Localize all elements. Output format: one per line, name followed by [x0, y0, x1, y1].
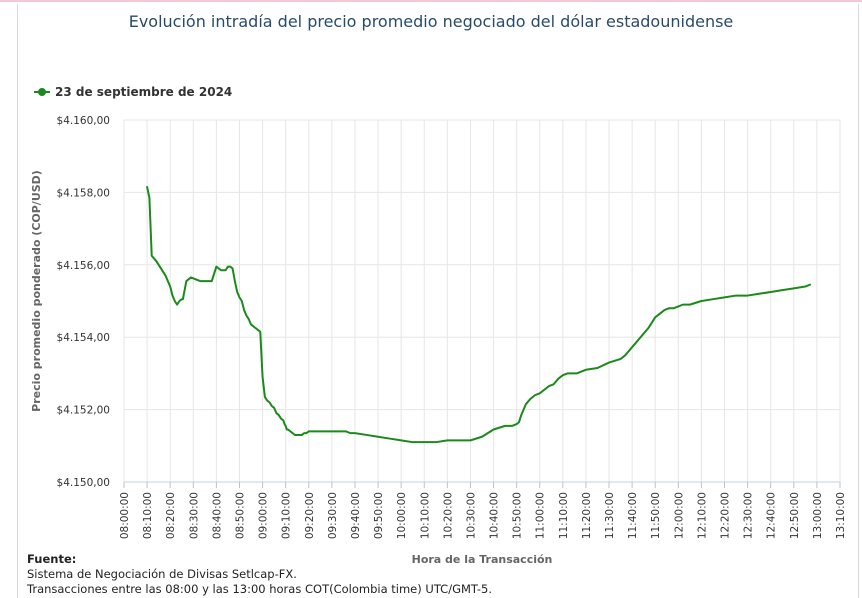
x-tick-label: 11:00:00 [535, 492, 547, 539]
footer-source-label: Fuente: [27, 552, 77, 566]
x-tick-label: 11:50:00 [650, 492, 662, 539]
legend[interactable]: 23 de septiembre de 2024 [34, 85, 232, 99]
footer-source-line: Sistema de Negociación de Divisas Setlca… [27, 567, 297, 581]
legend-marker-icon [34, 87, 50, 97]
legend-label: 23 de septiembre de 2024 [55, 85, 233, 99]
x-tick-label: 10:00:00 [396, 492, 408, 539]
y-tick-label: $4.152,00 [57, 405, 110, 417]
x-tick-label: 13:10:00 [835, 492, 847, 539]
x-tick-label: 12:30:00 [743, 492, 755, 539]
footer: Fuente: Sistema de Negociación de Divisa… [27, 552, 492, 597]
x-tick-label: 11:20:00 [581, 492, 593, 539]
chart-frame [17, 4, 859, 598]
footer-hours-line: Transacciones entre las 08:00 y las 13:0… [27, 582, 492, 596]
x-tick-label: 12:00:00 [673, 492, 685, 539]
x-tick-label: 11:30:00 [604, 492, 616, 539]
x-tick-label: 09:10:00 [281, 492, 293, 539]
x-tick-label: 11:10:00 [558, 492, 570, 539]
series-line [146, 185, 811, 444]
x-tick-label: 08:20:00 [165, 492, 177, 539]
y-axis-title: Precio promedio ponderado (COP/USD) [30, 170, 43, 412]
x-tick-label: 10:10:00 [419, 492, 431, 539]
x-tick-label: 08:50:00 [234, 492, 246, 539]
y-tick-label: $4.156,00 [57, 260, 110, 272]
x-tick-label: 10:20:00 [442, 492, 454, 539]
y-tick-label: $4.160,00 [57, 115, 110, 127]
y-tick-label: $4.158,00 [57, 187, 110, 199]
x-tick-label: 11:40:00 [627, 492, 639, 539]
x-tick-label: 09:00:00 [258, 492, 270, 539]
x-tick-label: 12:50:00 [789, 492, 801, 539]
x-tick-label: 13:00:00 [812, 492, 824, 539]
x-tick-label: 12:10:00 [696, 492, 708, 539]
top-accent-line [0, 0, 862, 2]
x-axis-title: Hora de la Transacción [411, 553, 553, 566]
x-tick-label: 08:10:00 [142, 492, 154, 539]
y-tick-label: $4.154,00 [57, 332, 110, 344]
x-tick-label: 12:20:00 [720, 492, 732, 539]
x-tick-label: 08:40:00 [211, 492, 223, 539]
x-tick-label: 10:50:00 [512, 492, 524, 539]
chart-title: Evolución intradía del precio promedio n… [128, 12, 734, 31]
x-tick-label: 08:30:00 [188, 492, 200, 539]
x-tick-label: 08:00:00 [119, 492, 131, 539]
x-tick-label: 09:50:00 [373, 492, 385, 539]
y-tick-label: $4.150,00 [57, 477, 110, 489]
x-tick-label: 12:40:00 [766, 492, 778, 539]
x-tick-label: 10:40:00 [489, 492, 501, 539]
x-tick-label: 10:30:00 [465, 492, 477, 539]
x-tick-label: 09:30:00 [327, 492, 339, 539]
x-tick-label: 09:20:00 [304, 492, 316, 539]
x-tick-label: 09:40:00 [350, 492, 362, 539]
